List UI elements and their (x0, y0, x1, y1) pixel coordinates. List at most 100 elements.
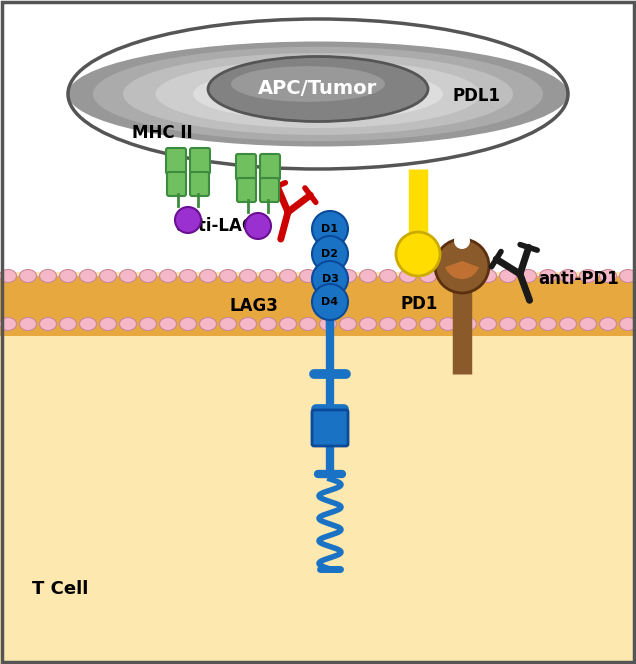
Ellipse shape (359, 317, 377, 331)
FancyBboxPatch shape (260, 154, 280, 180)
Ellipse shape (340, 317, 357, 331)
Text: D2: D2 (322, 249, 338, 259)
Text: APC/Tumor: APC/Tumor (258, 80, 378, 98)
Text: PD1: PD1 (400, 295, 438, 313)
Wedge shape (445, 261, 479, 279)
Text: PDL1: PDL1 (453, 87, 501, 105)
Circle shape (312, 236, 348, 272)
Ellipse shape (123, 53, 513, 135)
Text: anti-PD1: anti-PD1 (538, 270, 619, 288)
Ellipse shape (600, 317, 616, 331)
Text: T Cell: T Cell (32, 580, 88, 598)
Ellipse shape (93, 46, 543, 141)
Ellipse shape (120, 317, 137, 331)
Ellipse shape (160, 270, 177, 282)
Ellipse shape (420, 270, 436, 282)
Ellipse shape (619, 317, 636, 331)
Ellipse shape (240, 317, 256, 331)
Circle shape (312, 284, 348, 320)
Ellipse shape (579, 317, 597, 331)
Ellipse shape (231, 66, 385, 102)
Ellipse shape (99, 317, 116, 331)
Ellipse shape (499, 317, 516, 331)
Circle shape (245, 213, 271, 239)
Ellipse shape (399, 317, 417, 331)
Ellipse shape (155, 60, 481, 128)
Circle shape (312, 261, 348, 297)
FancyBboxPatch shape (312, 410, 348, 446)
Ellipse shape (68, 41, 568, 147)
Circle shape (435, 239, 489, 293)
Ellipse shape (279, 270, 296, 282)
Text: LAG3: LAG3 (229, 297, 278, 315)
Ellipse shape (459, 317, 476, 331)
Circle shape (175, 207, 201, 233)
Ellipse shape (259, 317, 277, 331)
Ellipse shape (179, 317, 197, 331)
Ellipse shape (300, 317, 317, 331)
Ellipse shape (420, 317, 436, 331)
Ellipse shape (160, 317, 177, 331)
Ellipse shape (539, 317, 556, 331)
Ellipse shape (259, 270, 277, 282)
Ellipse shape (179, 270, 197, 282)
Ellipse shape (380, 270, 396, 282)
Text: MHC II: MHC II (132, 124, 192, 142)
Ellipse shape (39, 270, 57, 282)
Ellipse shape (139, 317, 156, 331)
Ellipse shape (60, 270, 76, 282)
Ellipse shape (60, 317, 76, 331)
Ellipse shape (520, 270, 537, 282)
FancyBboxPatch shape (236, 154, 256, 180)
Ellipse shape (20, 317, 36, 331)
Ellipse shape (279, 317, 296, 331)
Ellipse shape (539, 270, 556, 282)
Text: D3: D3 (322, 274, 338, 284)
Ellipse shape (120, 270, 137, 282)
Ellipse shape (560, 270, 576, 282)
Ellipse shape (230, 76, 406, 112)
Ellipse shape (439, 317, 457, 331)
Ellipse shape (380, 317, 396, 331)
Ellipse shape (0, 270, 17, 282)
Bar (0, 272, 636, 664)
Ellipse shape (619, 270, 636, 282)
Circle shape (312, 211, 348, 247)
Ellipse shape (459, 270, 476, 282)
Ellipse shape (99, 270, 116, 282)
Ellipse shape (560, 317, 576, 331)
Ellipse shape (20, 270, 36, 282)
FancyBboxPatch shape (190, 172, 209, 196)
FancyBboxPatch shape (167, 172, 186, 196)
Text: anti-LAG3: anti-LAG3 (175, 217, 267, 235)
Ellipse shape (208, 56, 428, 122)
Ellipse shape (0, 317, 17, 331)
FancyBboxPatch shape (237, 178, 256, 202)
Text: D1: D1 (322, 224, 338, 234)
Ellipse shape (319, 270, 336, 282)
Ellipse shape (80, 317, 97, 331)
Text: D4: D4 (321, 297, 338, 307)
Bar (0, 276, 636, 336)
Ellipse shape (200, 317, 216, 331)
Ellipse shape (39, 317, 57, 331)
FancyBboxPatch shape (166, 148, 186, 174)
Ellipse shape (240, 270, 256, 282)
Ellipse shape (579, 270, 597, 282)
Ellipse shape (520, 317, 537, 331)
Ellipse shape (219, 317, 237, 331)
FancyBboxPatch shape (260, 178, 279, 202)
Ellipse shape (200, 270, 216, 282)
Circle shape (396, 232, 440, 276)
Ellipse shape (193, 68, 443, 120)
Circle shape (454, 233, 470, 249)
Ellipse shape (359, 270, 377, 282)
FancyBboxPatch shape (190, 148, 210, 174)
Ellipse shape (219, 270, 237, 282)
Ellipse shape (139, 270, 156, 282)
Ellipse shape (399, 270, 417, 282)
Ellipse shape (300, 270, 317, 282)
Ellipse shape (80, 270, 97, 282)
Ellipse shape (439, 270, 457, 282)
Ellipse shape (480, 270, 497, 282)
